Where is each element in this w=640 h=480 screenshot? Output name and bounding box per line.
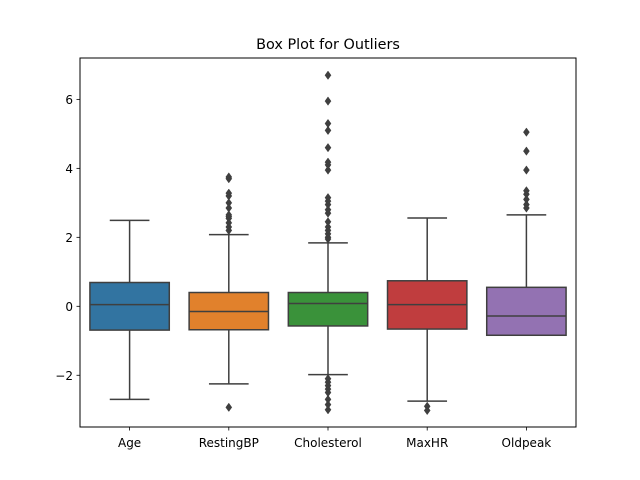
y-tick-label: 4 xyxy=(65,162,73,176)
x-tick-label: MaxHR xyxy=(406,436,448,450)
plot-frame xyxy=(79,57,577,428)
outlier-point xyxy=(324,222,332,232)
outlier-point xyxy=(324,118,332,129)
outlier-point xyxy=(324,399,332,410)
box-restingbp xyxy=(188,172,270,412)
outlier-point xyxy=(225,188,233,198)
outlier-point xyxy=(324,205,332,215)
plot-area xyxy=(89,70,567,416)
chart-title: Box Plot for Outliers xyxy=(256,37,400,53)
iqr-box xyxy=(485,286,567,337)
y-tick-label: −2 xyxy=(55,369,73,383)
outlier-point xyxy=(523,199,530,210)
box-age xyxy=(89,219,171,401)
outlier-point xyxy=(324,405,332,415)
outlier-point xyxy=(324,96,332,106)
outlier-point xyxy=(523,186,530,196)
outlier-point xyxy=(324,193,332,203)
outlier-point xyxy=(225,172,233,182)
y-tick-label: 6 xyxy=(65,93,73,107)
x-tick-label: Oldpeak xyxy=(502,436,552,450)
outlier-point xyxy=(324,374,332,384)
outlier-point xyxy=(324,165,332,175)
outlier-point xyxy=(225,210,233,220)
outlier-point xyxy=(324,157,332,167)
outlier-point xyxy=(225,198,233,208)
outlier-point xyxy=(523,165,530,175)
box-cholesterol xyxy=(287,70,369,415)
x-tick-label: Cholesterol xyxy=(294,436,362,450)
box-maxhr xyxy=(386,217,468,416)
y-tick-label: 0 xyxy=(65,300,73,314)
x-axis: Age RestingBP Cholesterol MaxHR Oldpeak xyxy=(118,427,551,450)
outlier-point xyxy=(324,394,332,405)
y-axis: −2 0 2 4 6 xyxy=(55,93,80,383)
outlier-point xyxy=(523,127,530,137)
outlier-point xyxy=(324,125,332,136)
y-tick-label: 2 xyxy=(65,231,73,245)
outlier-point xyxy=(324,217,332,227)
outlier-point xyxy=(523,146,530,156)
x-tick-label: RestingBP xyxy=(199,436,259,450)
box-oldpeak xyxy=(485,127,567,337)
iqr-box xyxy=(89,281,171,331)
x-tick-label: Age xyxy=(118,436,141,450)
outlier-point xyxy=(225,203,233,213)
outlier-point xyxy=(225,402,233,412)
outlier-point xyxy=(423,405,431,416)
outlier-point xyxy=(324,143,332,153)
outlier-point xyxy=(324,70,332,80)
outlier-point xyxy=(523,194,530,205)
iqr-box xyxy=(287,291,369,327)
